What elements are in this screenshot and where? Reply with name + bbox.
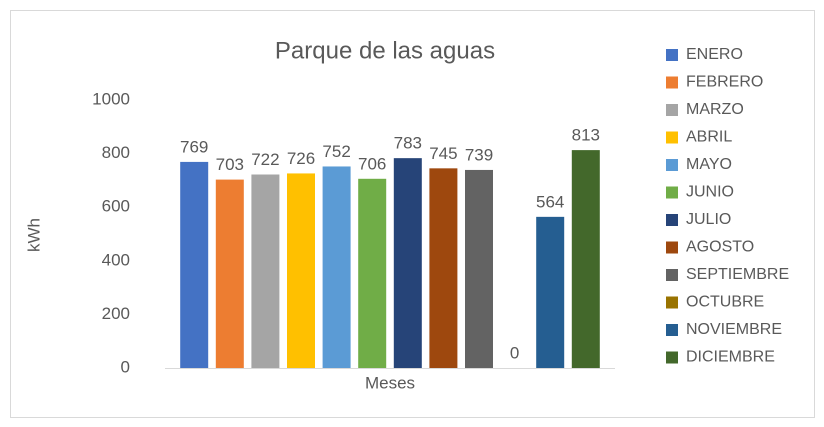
value-label: 783: [394, 134, 422, 153]
y-tick-label: 0: [121, 357, 130, 376]
legend-swatch: [666, 296, 678, 309]
x-axis-label: Meses: [365, 373, 415, 392]
value-label: 739: [465, 145, 493, 164]
legend-label: JULIO: [686, 211, 731, 228]
y-tick-label: 400: [102, 250, 130, 269]
bar: [465, 169, 493, 368]
bar: [287, 173, 315, 368]
bar: [215, 179, 244, 368]
y-axis-label: kWh: [24, 218, 43, 252]
value-label: 0: [510, 343, 519, 362]
legend-swatch: [666, 104, 678, 116]
legend-label: NOVIEMBRE: [686, 321, 782, 338]
value-label: 769: [180, 137, 208, 156]
legend-swatch: [666, 49, 678, 61]
legend-label: AGOSTO: [686, 239, 754, 256]
y-tick-label: 800: [102, 143, 130, 162]
y-tick-label: 1000: [92, 89, 130, 108]
bar: [393, 158, 422, 368]
value-label: 703: [216, 155, 244, 174]
legend-label: SEPTIEMBRE: [686, 266, 789, 283]
bar: [571, 150, 600, 368]
legend-label: ENERO: [686, 46, 743, 63]
legend-label: JUNIO: [686, 184, 734, 201]
legend-swatch: [666, 324, 678, 336]
value-label: 706: [358, 154, 386, 173]
value-label: 813: [572, 126, 600, 145]
chart-title: Parque de las aguas: [275, 37, 495, 64]
bar: [536, 216, 565, 368]
bar: [358, 178, 387, 368]
bar: [251, 174, 280, 368]
value-label: 752: [322, 142, 350, 161]
legend-swatch: [666, 241, 678, 254]
legend-label: FEBRERO: [686, 74, 763, 91]
value-label: 722: [251, 150, 279, 169]
legend-swatch: [666, 351, 678, 364]
legend-label: MAYO: [686, 156, 732, 173]
legend-swatch: [666, 159, 678, 171]
legend-swatch: [666, 214, 678, 226]
legend-label: MARZO: [686, 101, 744, 118]
value-label: 745: [429, 144, 457, 163]
legend-swatch: [666, 131, 678, 144]
legend-swatch: [666, 186, 678, 199]
value-label: 564: [536, 192, 564, 211]
legend-label: DICIEMBRE: [686, 349, 775, 366]
bar: [180, 161, 209, 368]
y-tick-label: 200: [102, 304, 130, 323]
bar: [429, 168, 458, 368]
bar: [322, 166, 351, 368]
legend-label: ABRIL: [686, 129, 732, 146]
legend-swatch: [666, 269, 678, 281]
legend-label: OCTUBRE: [686, 294, 764, 311]
y-tick-label: 600: [102, 197, 130, 216]
value-label: 726: [287, 149, 315, 168]
legend-swatch: [666, 76, 678, 89]
